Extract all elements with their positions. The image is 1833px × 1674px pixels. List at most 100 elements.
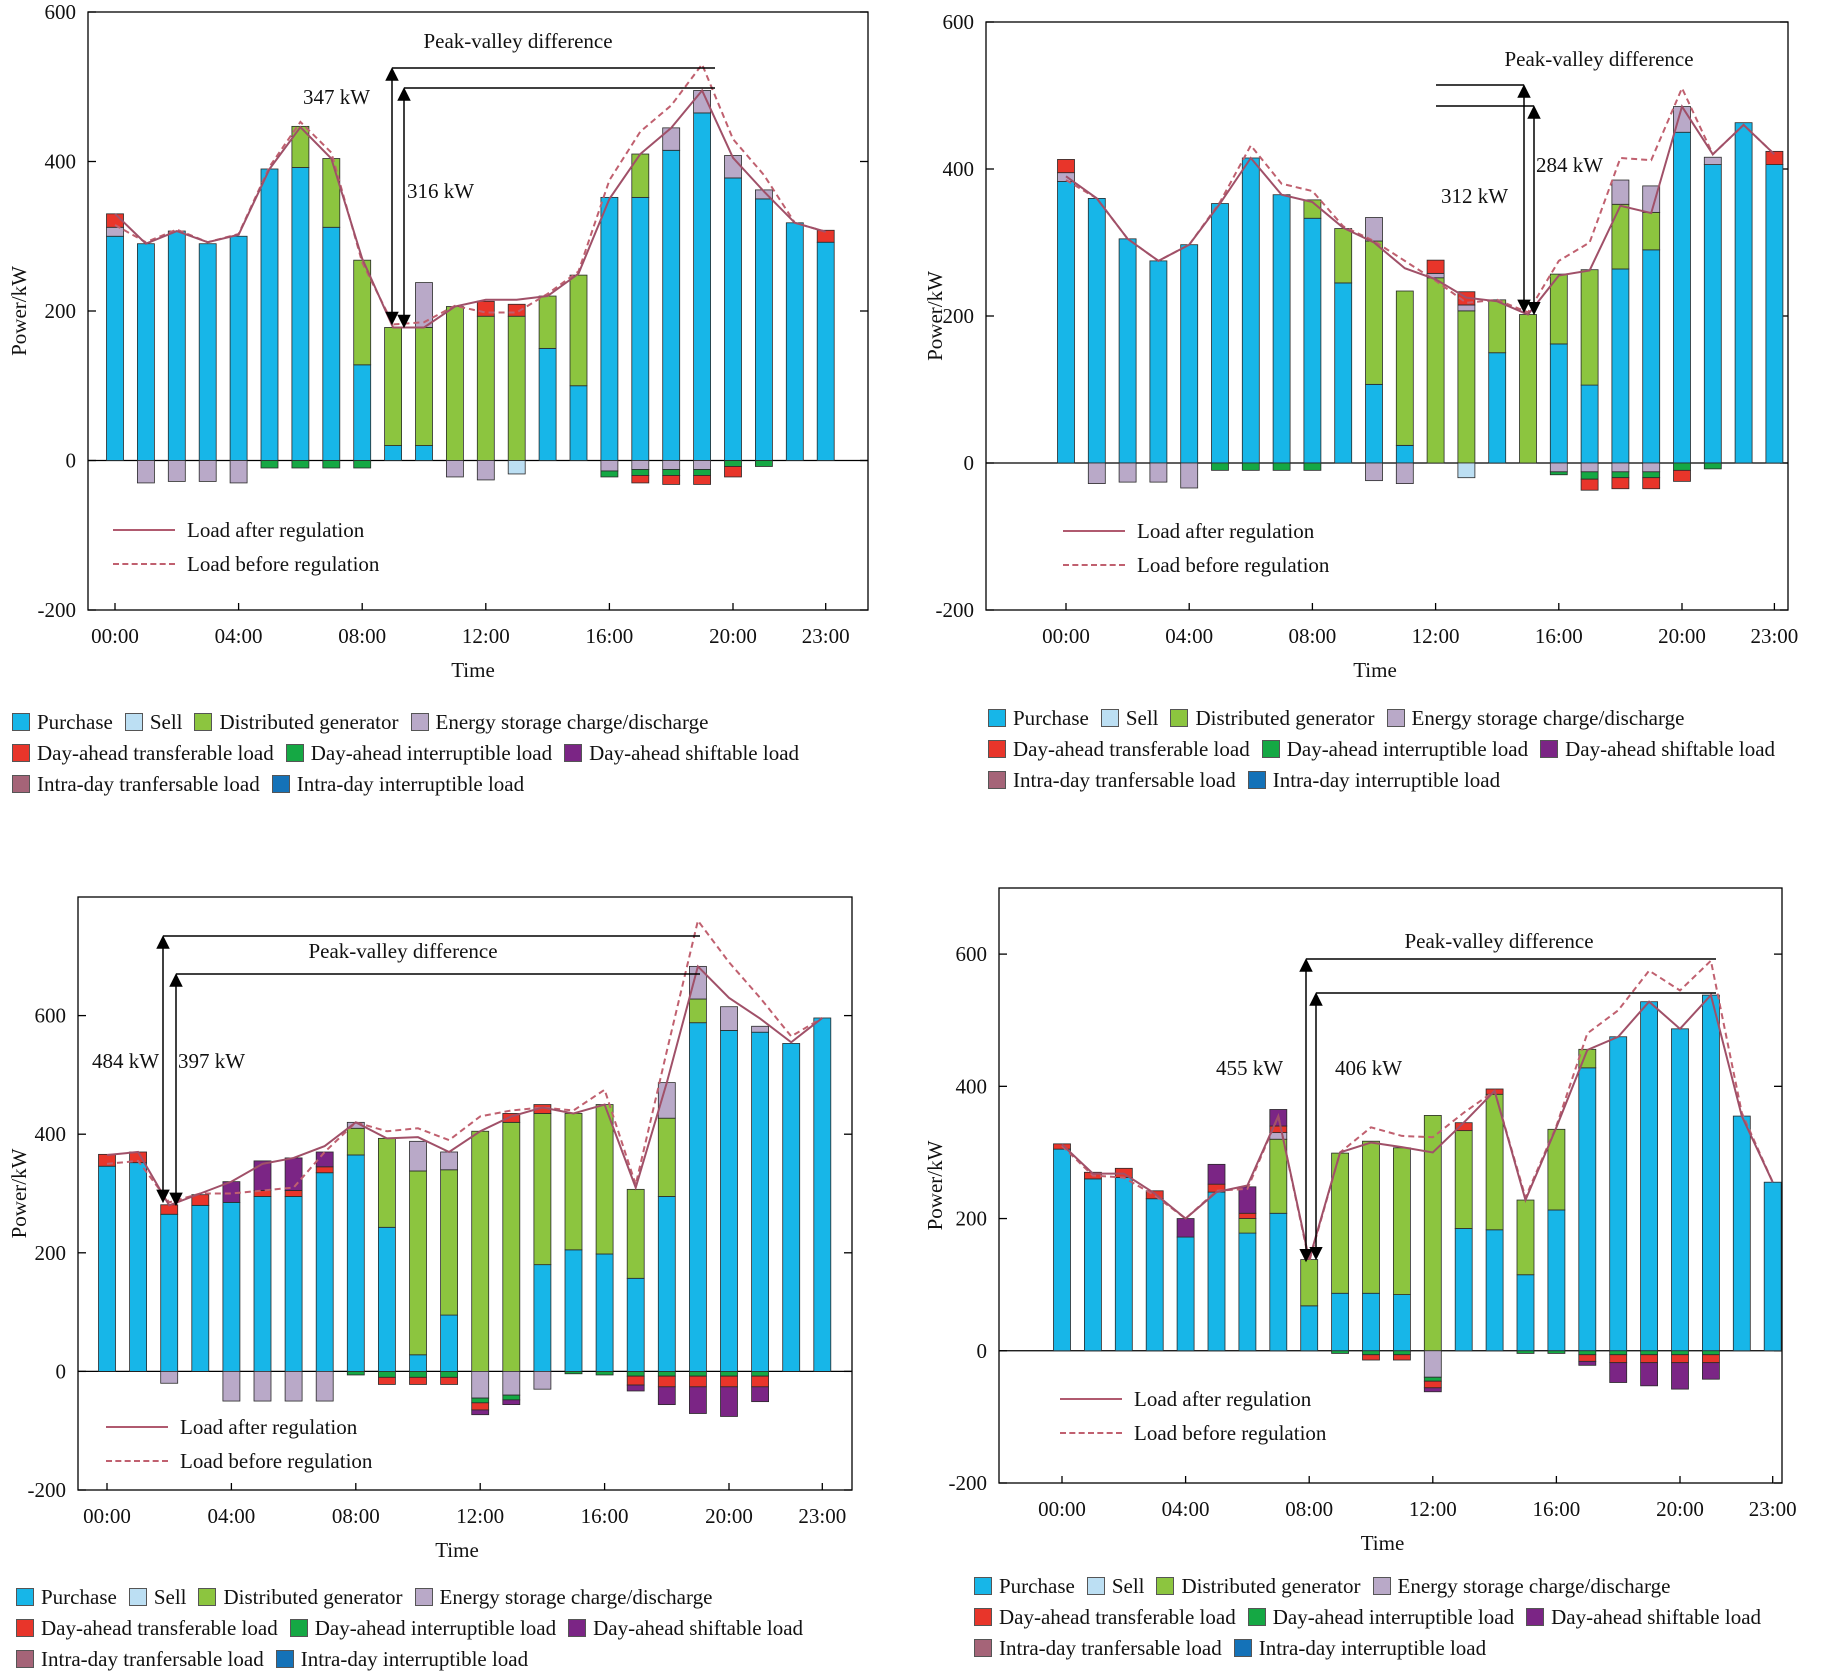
legend-swatch	[1386, 708, 1405, 727]
legend-label: Day-ahead shiftable load	[593, 1615, 804, 1640]
bar-segment-da_transferable	[1640, 1354, 1658, 1364]
bar-segment-purchase	[662, 149, 681, 461]
bar-segment-storage	[445, 460, 464, 478]
bar-segment-purchase	[1114, 1177, 1133, 1352]
legend-label: Sell	[1111, 1573, 1145, 1598]
bar-segment-purchase	[222, 1201, 241, 1372]
y-tick-label: 0	[56, 1359, 67, 1383]
y-tick-label: 600	[943, 10, 975, 34]
bar-segment-da_interruptible	[260, 460, 279, 469]
bar-segment-purchase	[1303, 217, 1322, 464]
bar-segment-da_transferable	[1578, 1354, 1597, 1362]
bar-segment-purchase	[1180, 244, 1199, 464]
legend-item-da-interruptible: Day-ahead interruptible load	[1261, 734, 1529, 764]
legend-item-id-interruptible: Intra-day interruptible load	[1247, 765, 1500, 795]
legend-swatch	[128, 1587, 147, 1606]
bar-segment-da_interruptible	[377, 1371, 396, 1378]
bar-segment-da_transferable	[1611, 477, 1630, 490]
bar-segment-da_transferable	[657, 1375, 676, 1388]
legend-label: Day-ahead transferable load	[999, 1604, 1236, 1629]
bar-segment-purchase	[1488, 352, 1507, 464]
legend-item-dg: Distributed generator	[1156, 1571, 1361, 1601]
bar-segment-da_interruptible	[1272, 462, 1291, 471]
bar-segment-storage	[1457, 304, 1476, 312]
chart-panel-3: -200 0 200 400 600 00:00 04:00 08:00 12:00 16:00 2…	[0, 835, 916, 1671]
legend-item-id-interruptible: Intra-day interruptible load	[271, 769, 524, 799]
bar-segment-storage	[476, 460, 495, 481]
y-tick-label: -200	[936, 598, 975, 622]
legend-item-id-interruptible: Intra-day interruptible load	[275, 1644, 528, 1674]
bar-segment-storage	[1423, 1350, 1442, 1378]
bar-segment-da_interruptible	[409, 1371, 427, 1378]
bar-segment-da_transferable	[98, 1153, 116, 1167]
bar-segment-da_interruptible	[1703, 462, 1722, 470]
legend-swatch	[124, 712, 143, 731]
bar-segment-storage	[1549, 462, 1568, 473]
x-tick-label: 08:00	[1288, 624, 1336, 648]
bar-segment-dg	[631, 153, 650, 198]
bar-segment-da_interruptible	[346, 1371, 365, 1376]
bar-segment-da_transferable	[1702, 1354, 1720, 1364]
bar-segment-da_interruptible	[1331, 1350, 1350, 1354]
bar-segment-purchase	[1053, 1148, 1071, 1352]
bar-segment-purchase	[1454, 1228, 1473, 1352]
bar-segment-da_shiftable	[1238, 1186, 1257, 1214]
bar-segment-da_interruptible	[755, 460, 773, 467]
chart-3-legend: Purchase Sell Distributed generator Ener…	[16, 1581, 815, 1674]
bar-segment-da_shiftable	[1640, 1362, 1658, 1387]
legend-swatch	[285, 743, 304, 762]
bar-segment-dg	[1454, 1130, 1473, 1229]
bar-segment-purchase	[1300, 1305, 1319, 1352]
bar-segment-purchase	[1703, 164, 1722, 464]
x-tick-label: 08:00	[1285, 1497, 1333, 1521]
bar-segment-purchase	[1331, 1292, 1350, 1352]
bar-segment-da_transferable	[191, 1194, 210, 1206]
bar-segment-da_transferable	[502, 1113, 521, 1123]
legend-swatch	[1540, 739, 1559, 758]
bar-segment-dg	[1426, 277, 1445, 464]
bar-segment-da_shiftable	[751, 1386, 769, 1403]
legend-label: Day-ahead interruptible load	[310, 740, 553, 765]
bar-segment-purchase	[1057, 181, 1075, 464]
bar-segment-da_interruptible	[631, 469, 650, 476]
legend-label: Day-ahead interruptible load	[1286, 736, 1529, 761]
bar-segment-purchase	[533, 1264, 552, 1372]
bar-segment-dg	[1238, 1218, 1257, 1234]
x-tick-label: 00:00	[83, 1504, 131, 1528]
bar-segment-purchase	[1395, 444, 1414, 464]
bar-segment-da_interruptible	[1673, 462, 1691, 471]
bar-segment-storage	[1087, 462, 1106, 484]
y-tick-label: -200	[949, 1471, 988, 1495]
bar-segment-storage	[662, 127, 681, 151]
bar-segment-purchase	[1547, 1209, 1566, 1352]
bar-segment-dg	[595, 1104, 614, 1255]
legend-label: Distributed generator	[1195, 705, 1375, 730]
bar-segment-da_shiftable	[1609, 1362, 1628, 1383]
x-tick-label: 16:00	[581, 1504, 629, 1528]
bar-segment-da_transferable	[1580, 478, 1599, 491]
bar-segment-storage	[1269, 1132, 1288, 1140]
bar-segment-purchase	[755, 198, 773, 461]
legend-swatch	[16, 1649, 34, 1668]
bar-segment-da_interruptible	[353, 460, 372, 469]
bar-segment-purchase	[98, 1165, 116, 1372]
bar-segment-purchase	[346, 1154, 365, 1372]
x-tick-label: 00:00	[1038, 1497, 1086, 1521]
bar-segment-da_transferable	[626, 1375, 645, 1386]
x-tick-label: 12:00	[1412, 624, 1460, 648]
legend-swatch	[1247, 770, 1266, 789]
bar-segment-purchase	[1118, 238, 1137, 464]
legend-label: Energy storage charge/discharge	[1397, 1573, 1671, 1598]
legend-item-purchase: Purchase	[12, 707, 113, 737]
legend-item-id-transferable: Intra-day tranfersable load	[16, 1644, 264, 1674]
legend-label: Day-ahead interruptible load	[314, 1615, 557, 1640]
plot-frame	[77, 896, 853, 1491]
bar-segment-storage	[222, 1371, 241, 1402]
bar-segment-storage	[409, 1140, 427, 1172]
legend-item-storage: Energy storage charge/discharge	[414, 1582, 712, 1612]
bar-segment-da_transferable	[440, 1376, 459, 1385]
peak-valley-before-label: 347 kW	[303, 85, 370, 109]
bar-segment-purchase	[167, 230, 186, 461]
bar-segment-dg	[569, 274, 588, 387]
legend-label: Distributed generator	[219, 709, 399, 734]
